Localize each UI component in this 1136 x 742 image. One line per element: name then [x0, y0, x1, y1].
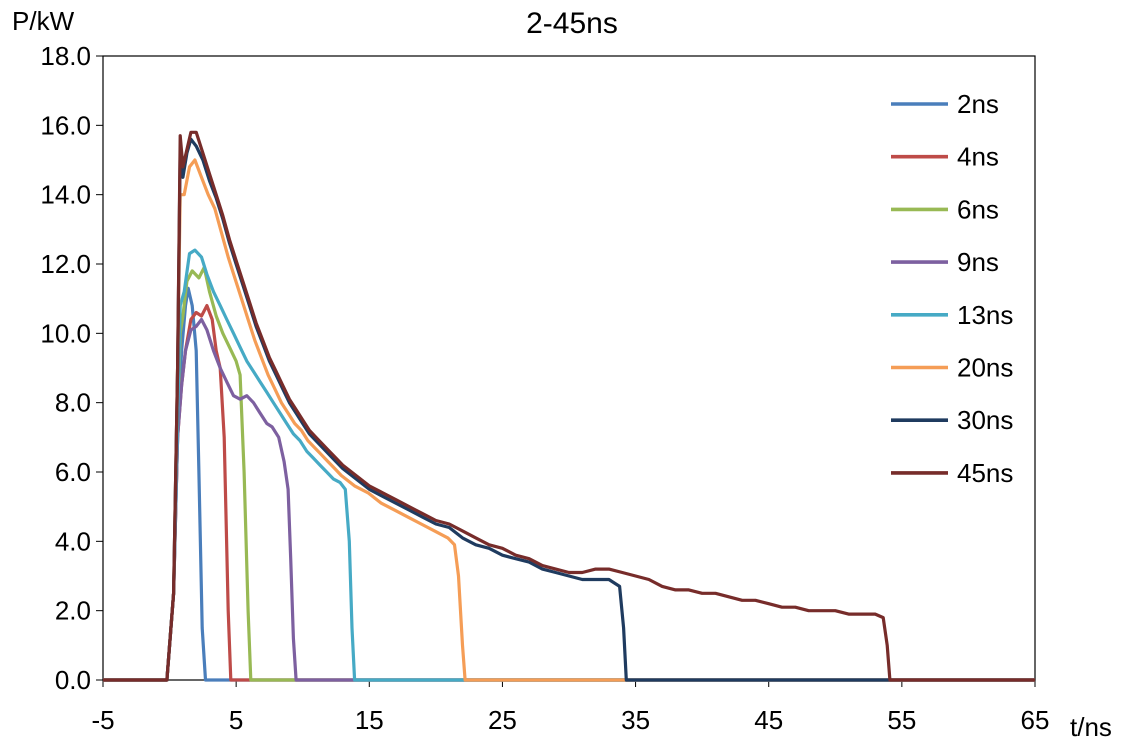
y-axis-label: P/kW: [12, 6, 75, 36]
series-line-4ns: [103, 304, 1035, 682]
y-tick-label: 10.0: [40, 318, 91, 348]
chart-title: 2-45ns: [526, 7, 618, 40]
legend-label: 20ns: [957, 353, 1013, 383]
legend-label: 4ns: [957, 142, 999, 172]
legend-label: 30ns: [957, 405, 1013, 435]
series-line-9ns: [103, 317, 1035, 682]
legend-label: 9ns: [957, 247, 999, 277]
y-tick-label: 0.0: [55, 665, 91, 695]
x-tick-label: 15: [355, 705, 384, 735]
y-tick-label: 6.0: [55, 457, 91, 487]
series-line-30ns: [103, 137, 1035, 682]
y-tick-label: 4.0: [55, 526, 91, 556]
x-axis: -5 5 15 25 35 45 55 65: [91, 680, 1049, 735]
y-axis: 0.0 2.0 4.0 6.0 8.0 10.0 12.0 14.0 16.0 18.0: [40, 41, 103, 695]
series-line-20ns: [103, 158, 1035, 682]
y-tick-label: 8.0: [55, 388, 91, 418]
legend-label: 6ns: [957, 194, 999, 224]
legend-label: 2ns: [957, 89, 999, 119]
x-axis-label: t/ns: [1070, 712, 1112, 742]
x-tick-label: 45: [754, 705, 783, 735]
series-lines: [103, 130, 1035, 682]
series-line-2ns: [103, 286, 1035, 682]
y-tick-label: 2.0: [55, 596, 91, 626]
series-line-45ns: [103, 130, 1035, 682]
y-tick-label: 18.0: [40, 41, 91, 71]
legend-label: 13ns: [957, 300, 1013, 330]
y-tick-label: 16.0: [40, 110, 91, 140]
series-line-13ns: [103, 248, 1035, 682]
x-tick-label: 25: [488, 705, 517, 735]
x-tick-label: 35: [621, 705, 650, 735]
x-tick-label: 65: [1021, 705, 1050, 735]
x-tick-label: -5: [91, 705, 114, 735]
x-tick-label: 55: [887, 705, 916, 735]
legend-label: 45ns: [957, 458, 1013, 488]
x-tick-label: 5: [229, 705, 243, 735]
legend: 2ns 4ns 6ns 9ns 13ns 20ns 30ns 45ns: [891, 89, 1013, 488]
y-tick-label: 14.0: [40, 180, 91, 210]
y-tick-label: 12.0: [40, 249, 91, 279]
